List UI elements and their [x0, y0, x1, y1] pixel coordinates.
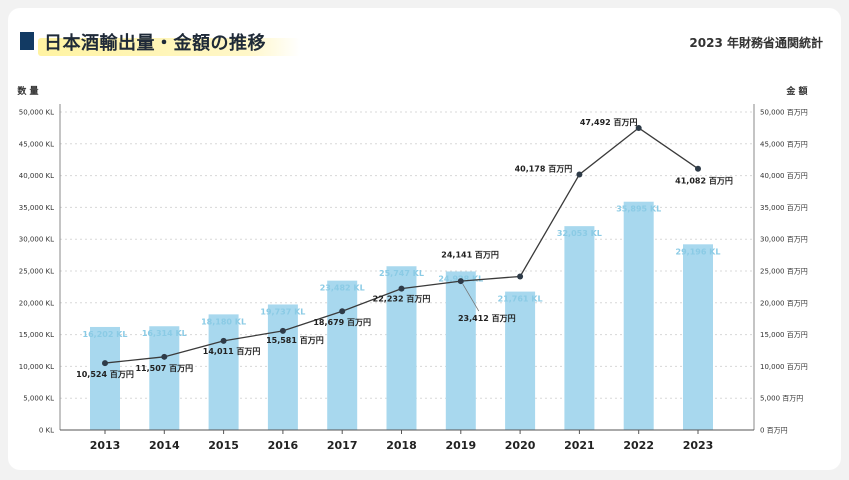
- left-tick-label: 35,000 KL: [19, 204, 54, 212]
- x-tick-label-2018: 2018: [386, 439, 417, 452]
- right-tick-label: 45,000 百万円: [760, 140, 808, 148]
- point-2016: [279, 327, 286, 334]
- x-tick-label-2015: 2015: [208, 439, 239, 452]
- left-tick-label: 20,000 KL: [19, 299, 54, 307]
- line-label-2019: 23,412 百万円: [458, 314, 516, 323]
- point-2021: [576, 171, 583, 178]
- bar-label-2013: 16,202 KL: [83, 330, 128, 339]
- left-tick-label: 40,000 KL: [19, 172, 54, 180]
- line-series: [102, 124, 701, 367]
- right-tick-label: 25,000 百万円: [760, 268, 808, 276]
- x-tick-label-2017: 2017: [327, 439, 358, 452]
- bar-2020: [505, 291, 536, 430]
- bar-2014: [149, 326, 180, 430]
- left-tick-label: 0 KL: [39, 427, 54, 435]
- line-label-2022: 47,492 百万円: [580, 118, 638, 127]
- bar-label-2023: 29,196 KL: [676, 247, 721, 256]
- line-label-2018: 22,232 百万円: [373, 295, 431, 304]
- bar-2022: [623, 201, 654, 430]
- right-tick-label: 5,000 百万円: [760, 395, 803, 403]
- x-tick-label-2020: 2020: [505, 439, 536, 452]
- right-axis-title: 金 額: [785, 85, 807, 97]
- x-tick-label-2023: 2023: [683, 439, 714, 452]
- point-2018: [398, 285, 405, 292]
- right-tick-label: 30,000 百万円: [760, 236, 808, 244]
- line-label-2021: 40,178 百万円: [515, 164, 573, 173]
- chart-card: 日本酒輸出量・金額の推移 2023 年財務省通関統計 16,202 KL 16,3…: [8, 8, 841, 470]
- x-tick-label-2013: 2013: [90, 439, 121, 452]
- point-2022: [635, 124, 642, 131]
- bar-2021: [564, 226, 595, 430]
- line-label-2023: 41,082 百万円: [675, 177, 733, 186]
- chart-title: 日本酒輸出量・金額の推移: [44, 33, 266, 54]
- right-tick-label: 35,000 百万円: [760, 204, 808, 212]
- bar-label-2015: 18,180 KL: [201, 317, 246, 326]
- right-tick-label: 10,000 百万円: [760, 363, 808, 371]
- source-note: 2023 年財務省通関統計: [689, 36, 823, 50]
- x-tick-label-2021: 2021: [564, 439, 595, 452]
- right-tick-label: 50,000 百万円: [760, 109, 808, 117]
- point-2023: [695, 165, 701, 172]
- bar-label-2021: 32,053 KL: [557, 229, 602, 238]
- line-label-2020: 24,141 百万円: [441, 250, 499, 259]
- point-2019: [457, 278, 464, 285]
- right-tick-label: 0 百万円: [760, 427, 788, 435]
- point-2015: [220, 337, 227, 344]
- left-tick-label: 45,000 KL: [19, 140, 54, 148]
- point-2020: [517, 273, 524, 280]
- title-highlight: [38, 38, 300, 56]
- bar-2015: [208, 314, 239, 430]
- left-axis-title: 数 量: [17, 85, 38, 97]
- bar-2018: [386, 266, 417, 430]
- combo-chart: 16,202 KL 16,314 KL 18,180 KL 19,737 KL 23,4…: [17, 85, 807, 452]
- x-tick-label-2019: 2019: [445, 439, 476, 452]
- bar-label-2014: 16,314 KL: [142, 329, 187, 338]
- point-2013: [102, 360, 108, 367]
- left-tick-label: 25,000 KL: [19, 268, 54, 276]
- bar-2017: [327, 280, 358, 430]
- leader-line-2019: [462, 283, 480, 312]
- line-label-2015: 14,011 百万円: [203, 347, 261, 356]
- line-label-2017: 18,679 百万円: [313, 318, 371, 327]
- line-label-2014: 11,507 百万円: [135, 364, 193, 373]
- right-tick-label: 40,000 百万円: [760, 172, 808, 180]
- line-label-2016: 15,581 百万円: [266, 336, 324, 345]
- left-tick-label: 15,000 KL: [19, 331, 54, 339]
- bar-label-2018: 25,747 KL: [379, 269, 424, 278]
- bar-label-2017: 23,482 KL: [320, 284, 365, 293]
- bar-label-2022: 35,895 KL: [616, 205, 661, 214]
- axes: 0 KL 5,000 KL 10,000 KL 15,000 KL 20,000 KL 2…: [17, 85, 807, 452]
- bar-2016: [267, 304, 298, 430]
- point-2014: [161, 353, 168, 360]
- left-tick-label: 30,000 KL: [19, 236, 54, 244]
- chart-header: 日本酒輸出量・金額の推移 2023 年財務省通関統計: [8, 8, 841, 64]
- x-tick-label-2014: 2014: [149, 439, 180, 452]
- left-tick-label: 5,000 KL: [23, 395, 54, 403]
- point-2017: [339, 308, 346, 315]
- title-marker: [20, 32, 34, 50]
- bar-2019: [445, 271, 476, 430]
- bar-label-2020: 21,761 KL: [498, 295, 543, 304]
- bar-2013: [90, 326, 120, 430]
- left-tick-label: 10,000 KL: [19, 363, 54, 371]
- line-label-2013: 10,524 百万円: [76, 370, 134, 379]
- x-tick-label-2022: 2022: [623, 439, 654, 452]
- bar-series: [90, 201, 713, 430]
- x-tick-label-2016: 2016: [268, 439, 299, 452]
- right-tick-label: 15,000 百万円: [760, 331, 808, 339]
- right-tick-label: 20,000 百万円: [760, 299, 808, 307]
- left-tick-label: 50,000 KL: [19, 109, 54, 117]
- bar-label-2016: 19,737 KL: [260, 307, 305, 316]
- bar-2023: [683, 244, 713, 430]
